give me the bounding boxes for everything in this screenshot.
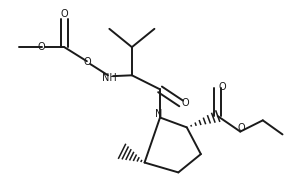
Text: O: O: [182, 98, 189, 108]
Text: N: N: [155, 108, 162, 119]
Text: NH: NH: [102, 73, 117, 83]
Text: O: O: [237, 123, 245, 133]
Text: O: O: [61, 9, 68, 19]
Text: O: O: [218, 82, 226, 92]
Text: O: O: [38, 42, 46, 52]
Text: O: O: [84, 56, 91, 66]
